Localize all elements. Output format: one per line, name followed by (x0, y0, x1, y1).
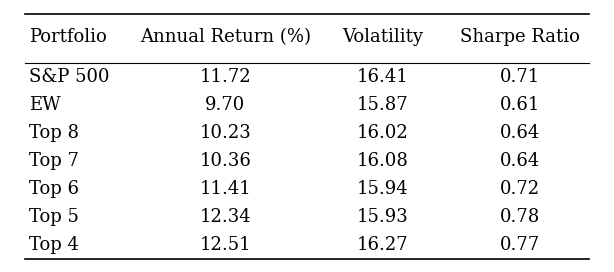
Text: S&P 500: S&P 500 (29, 68, 110, 86)
Text: 0.64: 0.64 (500, 152, 540, 170)
Text: Top 6: Top 6 (29, 180, 79, 198)
Text: Top 4: Top 4 (29, 236, 79, 254)
Text: 15.93: 15.93 (357, 208, 408, 226)
Text: Top 8: Top 8 (29, 124, 79, 142)
Text: Annual Return (%): Annual Return (%) (140, 28, 311, 46)
Text: 0.77: 0.77 (500, 236, 540, 254)
Text: 15.94: 15.94 (357, 180, 408, 198)
Text: 11.72: 11.72 (200, 68, 251, 86)
Text: 15.87: 15.87 (357, 96, 408, 114)
Text: 16.08: 16.08 (356, 152, 408, 170)
Text: EW: EW (29, 96, 61, 114)
Text: Top 5: Top 5 (29, 208, 79, 226)
Text: 0.71: 0.71 (500, 68, 540, 86)
Text: 12.51: 12.51 (200, 236, 251, 254)
Text: 0.61: 0.61 (500, 96, 540, 114)
Text: 16.02: 16.02 (357, 124, 408, 142)
Text: 9.70: 9.70 (205, 96, 246, 114)
Text: 12.34: 12.34 (200, 208, 251, 226)
Text: 10.36: 10.36 (200, 152, 251, 170)
Text: 0.78: 0.78 (500, 208, 540, 226)
Text: 11.41: 11.41 (200, 180, 251, 198)
Text: 16.27: 16.27 (357, 236, 408, 254)
Text: 16.41: 16.41 (357, 68, 408, 86)
Text: Sharpe Ratio: Sharpe Ratio (460, 28, 580, 46)
Text: Volatility: Volatility (342, 28, 423, 46)
Text: Portfolio: Portfolio (29, 28, 107, 46)
Text: 0.72: 0.72 (500, 180, 540, 198)
Text: 10.23: 10.23 (200, 124, 251, 142)
Text: Top 7: Top 7 (29, 152, 79, 170)
Text: 0.64: 0.64 (500, 124, 540, 142)
